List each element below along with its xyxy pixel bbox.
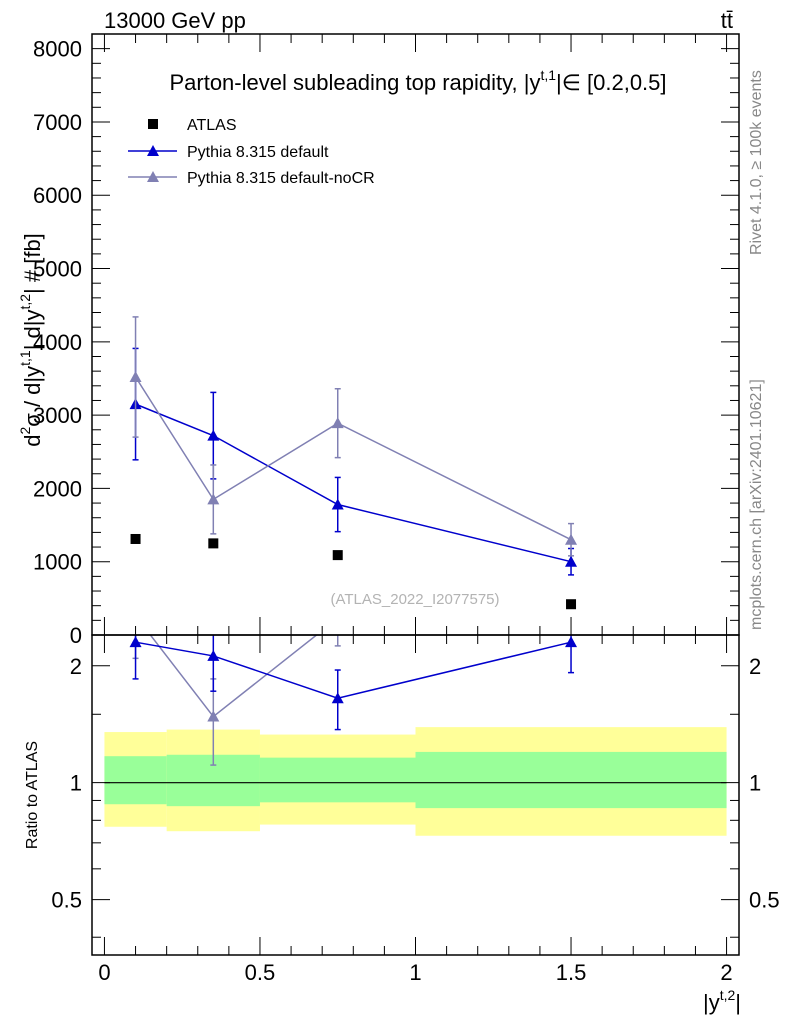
main-y-tick-label: 0 [70,623,82,648]
ratio-y-axis-label: Ratio to ATLAS [24,741,41,849]
ratio-marker-0 [331,692,344,704]
xlabel-pre: |y [703,990,720,1015]
x-tick-label: 2 [720,960,732,985]
chart-title-pre: Parton-level subleading top rapidity, | [169,70,529,95]
ylabel-d: d [20,435,45,447]
ylabel-mid: | d|y [20,310,45,351]
main-y-axis: 0 1000 2000 3000 4000 5000 6000 7000 8000 [33,33,739,648]
ylabel-two: 2 [17,427,33,435]
x-tick-label: 0.5 [245,960,276,985]
main-y-tick-label: 6000 [33,183,82,208]
main-y-tick-label: 7000 [33,110,82,135]
ratio-line-1 [149,635,318,718]
ratio-y-tick-label-right: 2 [749,654,761,679]
legend-label-default: Pythia 8.315 default [187,144,329,161]
x-tick-label: 0 [98,960,110,985]
atlas-data-point [332,550,343,561]
series-marker-1 [207,429,220,441]
analysis-watermark: (ATLAS_2022_I2077575) [330,591,499,608]
chart-title-post: |∈ [0.2,0.5] [556,70,667,95]
ratio-bands [104,727,727,836]
series-marker-1 [331,498,344,510]
legend: ATLAS Pythia 8.315 default Pythia 8.315 … [128,117,375,187]
series-marker-1 [565,555,578,567]
ylabel-sup2: t,2 [17,294,33,310]
atlas-data-point [130,533,141,544]
legend-label-nocr: Pythia 8.315 default-noCR [187,170,375,187]
x-tick-label: 1 [409,960,421,985]
main-y-tick-label: 4000 [33,330,82,355]
xlabel-post: | [735,990,741,1015]
legend-marker-atlas [148,119,158,129]
ratio-series-layer [129,610,578,766]
ylabel-end: | # [fb] [20,233,45,294]
main-y-tick-label: 3000 [33,403,82,428]
ratio-y-tick-label: 2 [70,654,82,679]
ratio-marker-1 [207,710,220,722]
ratio-marker-0 [565,636,578,648]
main-series-layer [129,316,578,610]
series-marker-2 [565,533,578,545]
ratio-axes: 0.5 0.5 1 1 2 2 0 0.5 1 1.5 2 [51,635,780,985]
main-y-tick-label: 5000 [33,257,82,282]
ratio-marker-1 [130,610,142,621]
ratio-line-0 [135,641,572,699]
legend-label-atlas: ATLAS [187,117,237,134]
main-y-axis-label: d2σ / d|yt,1| d|yt,2| # [fb] [17,233,45,447]
ratio-marker-1 [332,612,344,623]
series-marker-2 [207,493,220,505]
uncertainty-band-inner [415,751,727,809]
ratio-marker-0 [207,649,220,661]
legend-marker-default [147,145,159,156]
uncertainty-band-inner [104,756,167,805]
mcplots-label: mcplots.cern.ch [arXiv:2401.10621] [748,379,765,630]
ratio-marker-0 [129,636,142,648]
series-marker-2 [129,371,142,383]
main-y-tick-label: 1000 [33,550,82,575]
ratio-y-tick-label-right: 0.5 [749,888,780,913]
atlas-data-point [208,538,219,549]
series-line-1 [135,403,572,563]
ratio-y-tick-label-right: 1 [749,771,761,796]
xlabel-sup: t,2 [720,987,736,1003]
chart-title-y: y [529,70,540,95]
energy-label: 13000 GeV pp [104,8,246,33]
x-axis-label: |yt,2| [703,987,741,1015]
rivet-version-label: Rivet 4.1.0, ≥ 100k events [748,70,765,255]
chart-title-sup: t,1 [540,67,556,83]
uncertainty-band-inner [259,757,416,803]
ratio-y-tick-label: 0.5 [51,888,82,913]
series-line-2 [134,376,572,541]
main-y-tick-label: 8000 [33,37,82,62]
ratio-frame [91,634,740,956]
process-label: tt̄ [721,8,733,33]
ylabel-sigma: σ / d|y [20,366,45,427]
series-marker-2 [331,417,344,429]
atlas-data-point [566,599,577,610]
chart-title: Parton-level subleading top rapidity, |y… [169,67,666,95]
legend-marker-nocr [147,171,159,182]
ratio-y-tick-label: 1 [70,771,82,796]
x-tick-label: 1.5 [556,960,587,985]
main-y-tick-label: 2000 [33,476,82,501]
ylabel-sup1: t,1 [17,350,33,366]
